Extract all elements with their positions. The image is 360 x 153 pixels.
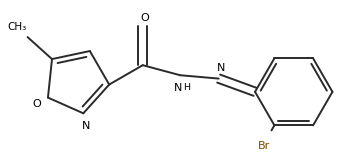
Text: N: N <box>174 83 183 93</box>
Text: H: H <box>184 83 190 92</box>
Text: N: N <box>216 63 225 73</box>
Text: O: O <box>33 99 41 109</box>
Text: O: O <box>140 13 149 23</box>
Text: CH₃: CH₃ <box>7 22 27 32</box>
Text: N: N <box>82 121 90 131</box>
Text: Br: Br <box>258 141 270 151</box>
